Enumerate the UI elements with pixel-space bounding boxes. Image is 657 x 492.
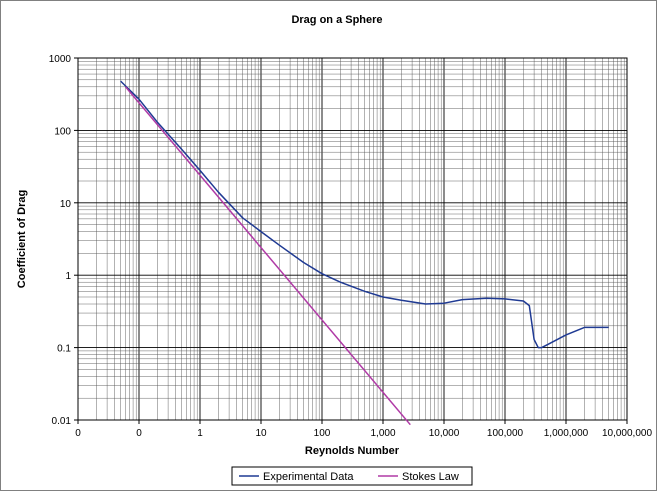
y-tick-label: 1000 bbox=[49, 54, 72, 65]
x-tick-label: 10,000,000 bbox=[602, 428, 652, 439]
legend-label-stokes: Stokes Law bbox=[402, 471, 459, 483]
y-tick-label: 1 bbox=[65, 271, 71, 282]
x-tick-label: 10,000 bbox=[429, 428, 460, 439]
y-tick-label: 0.01 bbox=[52, 416, 72, 427]
y-axis-title: Coefficient of Drag bbox=[16, 190, 28, 288]
x-tick-label: 10 bbox=[255, 428, 267, 439]
x-tick-label: 0 bbox=[75, 428, 81, 439]
series-experimental-data bbox=[120, 80, 609, 349]
x-tick-label: 1,000,000 bbox=[544, 428, 589, 439]
legend: Experimental Data Stokes Law bbox=[231, 466, 473, 486]
x-tick-label: 100 bbox=[314, 428, 331, 439]
series-layer bbox=[120, 80, 609, 426]
y-tick-label: 0.1 bbox=[57, 344, 71, 355]
series-stokes-law bbox=[124, 86, 411, 426]
y-tick-label: 10 bbox=[60, 199, 72, 210]
x-tick-label: 0 bbox=[136, 428, 142, 439]
x-tick-label: 1 bbox=[197, 428, 203, 439]
x-tick-label: 100,000 bbox=[487, 428, 524, 439]
legend-label-experimental: Experimental Data bbox=[263, 471, 354, 483]
grid-lines bbox=[77, 58, 627, 421]
legend-box bbox=[231, 466, 473, 486]
chart-title: Drag on a Sphere bbox=[291, 14, 382, 26]
y-axis-ticks: 1000 100 10 1 0.1 0.01 bbox=[49, 54, 78, 427]
x-tick-label: 1,000 bbox=[370, 428, 395, 439]
x-axis-title: Reynolds Number bbox=[305, 445, 400, 457]
plot-area-border bbox=[77, 57, 628, 421]
x-axis-ticks: 0 0 1 10 100 1,000 10,000 100,000 1,000,000 10,00… bbox=[75, 420, 652, 439]
y-tick-label: 100 bbox=[54, 126, 71, 137]
